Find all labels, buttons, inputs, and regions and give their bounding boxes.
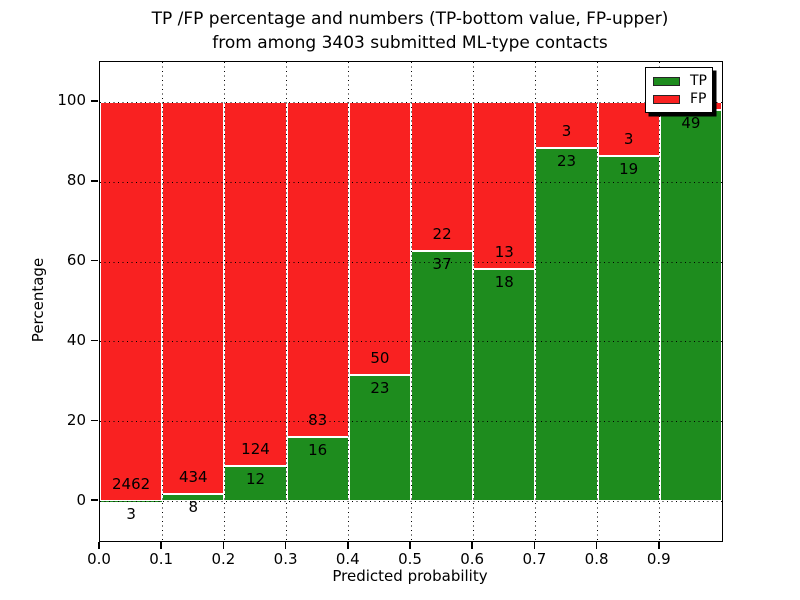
x-tick-mark	[533, 541, 536, 549]
y-tick-label: 20	[66, 410, 86, 429]
fp-count-label: 50	[370, 349, 390, 368]
y-axis-label: Percentage	[29, 257, 47, 343]
tp-color-swatch	[653, 76, 680, 86]
fp-count-label: 3	[623, 130, 634, 149]
x-tick-label: 0.7	[522, 550, 547, 568]
x-tick-label: 0.2	[211, 550, 236, 568]
bar-fp-segment-0.2-0.3	[224, 101, 287, 466]
gridline-vertical-0.6	[472, 62, 474, 541]
x-tick-label: 0.8	[584, 550, 609, 568]
legend: TP FP	[645, 67, 713, 113]
bar-fp-segment-0.4-0.5	[348, 101, 411, 376]
fp-count-label: 22	[432, 224, 452, 243]
x-tick-mark	[595, 541, 598, 549]
chart-title-line2: from among 3403 submitted ML-type contac…	[212, 33, 608, 53]
fp-count-label: 124	[241, 439, 270, 458]
bar-fp-segment-0.7-0.8	[535, 101, 598, 148]
fp-count-label: 3	[561, 121, 572, 140]
x-tick-label: 0.3	[273, 550, 298, 568]
tp-count-label: 49	[681, 113, 701, 132]
x-tick-mark	[98, 541, 100, 549]
x-tick-mark	[222, 541, 225, 549]
bar-fp-segment-0.0-0.1	[100, 101, 163, 501]
y-tick-label: 40	[66, 330, 86, 349]
y-tick-mark	[91, 180, 98, 182]
gridline-vertical-0.7	[534, 62, 536, 541]
x-tick-mark	[471, 541, 473, 549]
x-tick-mark	[160, 541, 162, 549]
gridline-vertical-0.3	[286, 62, 288, 541]
fp-count-label: 83	[308, 410, 328, 429]
gridline-vertical-0.1	[161, 62, 163, 541]
fp-color-swatch	[653, 94, 680, 104]
bar-fp-segment-0.6-0.7	[473, 101, 536, 270]
plot-area: 246234348124128316502322371318323319149	[99, 61, 723, 542]
x-tick-mark	[347, 541, 349, 549]
bar-tp-segment-0.8-0.9	[597, 156, 660, 502]
fp-count-label: 13	[494, 243, 514, 262]
x-tick-mark	[284, 541, 287, 549]
tp-count-label: 18	[494, 273, 514, 292]
fp-count-label: 2462	[112, 474, 151, 493]
tp-count-label: 8	[188, 497, 199, 516]
bar-tp-segment-0.1-0.2	[162, 493, 225, 502]
x-tick-label: 0.5	[398, 550, 422, 568]
gridline-vertical-0.9	[659, 62, 661, 541]
bar-fp-segment-0.1-0.2	[162, 101, 225, 494]
x-tick-label: 0.6	[460, 550, 485, 568]
chart-title-line1: TP /FP percentage and numbers (TP-bottom…	[151, 9, 669, 29]
x-tick-label: 0.4	[335, 550, 360, 568]
tp-count-label: 23	[370, 379, 390, 398]
bar-fp-segment-0.3-0.4	[286, 101, 349, 437]
tp-count-label: 12	[245, 469, 266, 488]
x-axis-label: Predicted probability	[332, 567, 488, 585]
y-tick-mark	[91, 339, 98, 342]
y-tick-mark	[91, 259, 98, 262]
tp-count-label: 3	[126, 504, 136, 523]
bar-tp-segment-0.4-0.5	[348, 375, 411, 502]
tp-count-label: 37	[432, 254, 452, 273]
tp-count-label: 19	[619, 160, 639, 179]
bar-tp-segment-0.5-0.6	[411, 250, 474, 502]
x-tick-label: 0.1	[149, 550, 174, 568]
x-tick-mark	[409, 541, 411, 549]
y-tick-mark	[91, 499, 98, 501]
legend-item-tp: TP	[646, 74, 712, 88]
legend-label-tp: TP	[690, 73, 707, 89]
tp-count-label: 16	[308, 440, 328, 459]
y-tick-mark	[91, 100, 98, 102]
bar-tp-segment-0.3-0.4	[286, 436, 349, 502]
tp-count-label: 23	[556, 151, 577, 170]
x-tick-mark	[658, 541, 660, 549]
y-tick-label: 100	[57, 91, 86, 110]
gridline-vertical-0.8	[597, 62, 599, 541]
gridline-vertical-0.4	[348, 62, 350, 541]
y-tick-label: 80	[66, 171, 86, 190]
y-tick-label: 60	[66, 251, 86, 270]
bar-tp-segment-0.7-0.8	[535, 147, 598, 502]
gridline-vertical-0.5	[410, 62, 412, 541]
legend-item-fp: FP	[646, 92, 712, 106]
x-tick-label: 0.0	[87, 550, 111, 568]
bar-tp-segment-0.9-1.0	[659, 109, 722, 502]
y-tick-label: 0	[76, 490, 86, 509]
fp-count-label: 434	[178, 467, 208, 486]
x-tick-label: 0.9	[646, 550, 671, 568]
y-tick-mark	[91, 419, 98, 421]
gridline-vertical-0.2	[223, 62, 225, 541]
bar-tp-segment-0.2-0.3	[224, 465, 287, 502]
legend-label-fp: FP	[690, 91, 707, 107]
chart-title: TP /FP percentage and numbers (TP-bottom…	[99, 7, 721, 55]
bar-tp-segment-0.6-0.7	[473, 269, 536, 502]
